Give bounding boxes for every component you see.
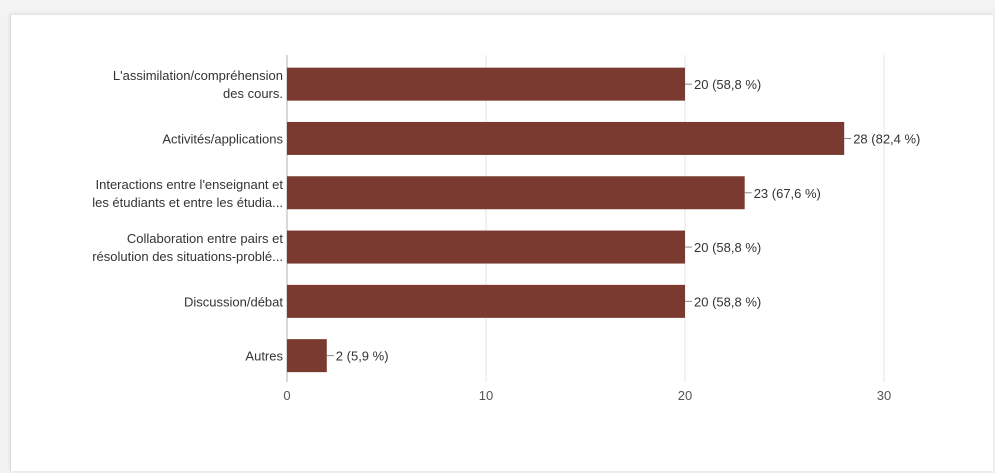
x-tick-label: 0 [283, 388, 290, 403]
category-labels: L'assimilation/compréhension des cours. Ac… [92, 68, 284, 364]
bar [287, 284, 685, 318]
data-label: 28 (82,4 %) [853, 131, 920, 146]
x-tick-label: 30 [877, 388, 891, 403]
data-label: 20 (58,8 %) [694, 77, 761, 92]
data-label: 20 (58,8 %) [694, 240, 761, 255]
data-labels: 20 (58,8 %) 28 (82,4 %) 23 (67,6 %) 20 (58,… [326, 77, 920, 364]
bar [287, 230, 685, 264]
category-label: les étudiants et entre les étudia... [92, 195, 283, 210]
bar [287, 121, 845, 155]
bar [287, 339, 327, 373]
x-tick-label: 20 [678, 388, 692, 403]
data-label: 23 (67,6 %) [754, 186, 821, 201]
bar [287, 67, 685, 101]
data-label: 20 (58,8 %) [694, 294, 761, 309]
category-label: Interactions entre l'enseignant et [96, 177, 284, 192]
grid-lines [286, 55, 885, 382]
category-label: Activités/applications [162, 131, 283, 146]
x-axis-ticks: 0 10 20 30 [283, 388, 891, 403]
category-label: Autres [245, 349, 283, 364]
category-label: Discussion/débat [184, 294, 283, 309]
category-label: résolution des situations-problé... [92, 249, 283, 264]
x-tick-label: 10 [479, 388, 493, 403]
category-label: des cours. [223, 86, 283, 101]
bar [287, 176, 745, 210]
data-label: 2 (5,9 %) [336, 349, 389, 364]
bars [287, 67, 845, 373]
category-label: L'assimilation/compréhension [113, 68, 283, 83]
category-label: Collaboration entre pairs et [127, 231, 283, 246]
